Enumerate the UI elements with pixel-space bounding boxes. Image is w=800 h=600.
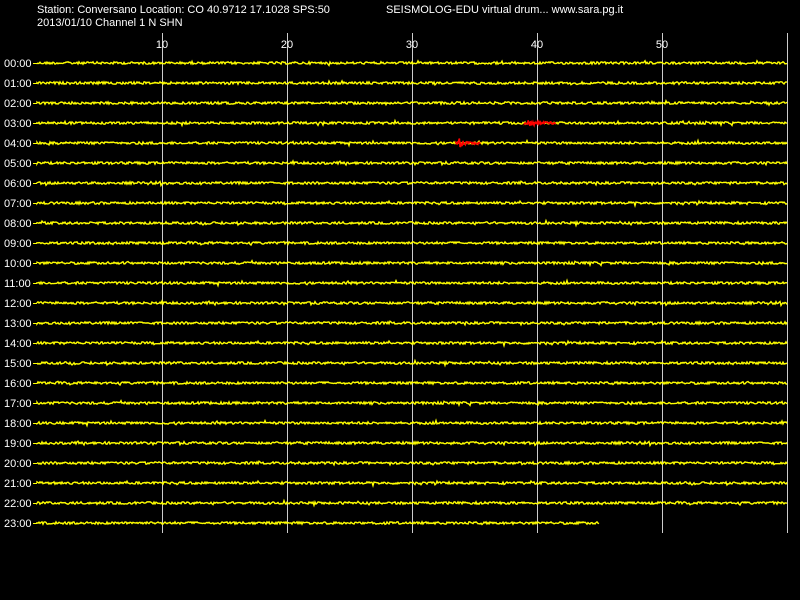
hour-label: 03:00 bbox=[4, 118, 32, 130]
hour-label: 12:00 bbox=[4, 298, 32, 310]
hour-label: 14:00 bbox=[4, 338, 32, 350]
trace-0100 bbox=[36, 79, 788, 87]
hour-label: 21:00 bbox=[4, 478, 32, 490]
x-tick-label-40: 40 bbox=[531, 39, 543, 51]
trace-0500 bbox=[36, 159, 788, 167]
hour-label: 08:00 bbox=[4, 218, 32, 230]
hour-label: 02:00 bbox=[4, 98, 32, 110]
x-tick-label-30: 30 bbox=[406, 39, 418, 51]
site-info: SEISMOLOG-EDU virtual drum... www.sara.p… bbox=[386, 4, 624, 16]
hour-label: 11:00 bbox=[4, 278, 31, 290]
x-tick-label-10: 10 bbox=[156, 39, 168, 51]
trace-0800 bbox=[36, 218, 788, 228]
x-tick-label-50: 50 bbox=[656, 39, 668, 51]
trace-2200 bbox=[36, 498, 788, 508]
trace-0700 bbox=[36, 199, 788, 208]
trace-2100 bbox=[36, 479, 788, 488]
trace-layer bbox=[33, 59, 788, 526]
hour-label: 23:00 bbox=[4, 518, 32, 530]
hour-label: 18:00 bbox=[4, 418, 32, 430]
hour-label: 19:00 bbox=[4, 438, 32, 450]
trace-2000 bbox=[36, 460, 788, 467]
x-tick-label-20: 20 bbox=[281, 39, 293, 51]
trace-2300 bbox=[36, 520, 600, 526]
trace-1200 bbox=[36, 299, 788, 308]
trace-1500 bbox=[36, 358, 788, 368]
hour-label: 00:00 bbox=[4, 58, 32, 70]
trace-1700 bbox=[36, 399, 788, 408]
trace-1600 bbox=[36, 380, 788, 387]
hour-label: 04:00 bbox=[4, 138, 32, 150]
trace-1100 bbox=[36, 278, 788, 288]
hour-label: 15:00 bbox=[4, 358, 32, 370]
station-info: Station: Conversano Location: CO 40.9712… bbox=[37, 4, 330, 16]
trace-1800 bbox=[36, 418, 788, 428]
event-trace-0300 bbox=[523, 119, 557, 128]
trace-0300 bbox=[36, 118, 788, 128]
trace-0200 bbox=[36, 98, 788, 107]
trace-0600 bbox=[36, 179, 788, 188]
hour-label: 20:00 bbox=[4, 458, 32, 470]
hour-label: 01:00 bbox=[4, 78, 32, 90]
hour-label: 10:00 bbox=[4, 258, 32, 270]
trace-1300 bbox=[36, 320, 788, 327]
trace-1000 bbox=[36, 259, 788, 268]
hour-label: 13:00 bbox=[4, 318, 32, 330]
x-tick-labels: 10 20 30 40 50 bbox=[156, 39, 668, 51]
hour-label: 09:00 bbox=[4, 238, 32, 250]
hour-label: 07:00 bbox=[4, 198, 32, 210]
trace-1900 bbox=[36, 439, 788, 448]
event-trace-0400 bbox=[455, 138, 481, 148]
trace-0900 bbox=[36, 240, 788, 247]
hour-label: 16:00 bbox=[4, 378, 32, 390]
hour-label: 17:00 bbox=[4, 398, 32, 410]
hour-labels: 00:00 01:00 02:00 03:00 04:00 05:00 06:00 07:00… bbox=[4, 58, 32, 530]
hour-label: 22:00 bbox=[4, 498, 32, 510]
hour-label: 06:00 bbox=[4, 178, 32, 190]
trace-0400 bbox=[36, 138, 788, 148]
trace-1400 bbox=[36, 339, 788, 348]
date-channel-info: 2013/01/10 Channel 1 N SHN bbox=[37, 17, 183, 29]
hour-label: 05:00 bbox=[4, 158, 32, 170]
event-layer bbox=[455, 119, 557, 148]
trace-0000 bbox=[36, 59, 788, 67]
